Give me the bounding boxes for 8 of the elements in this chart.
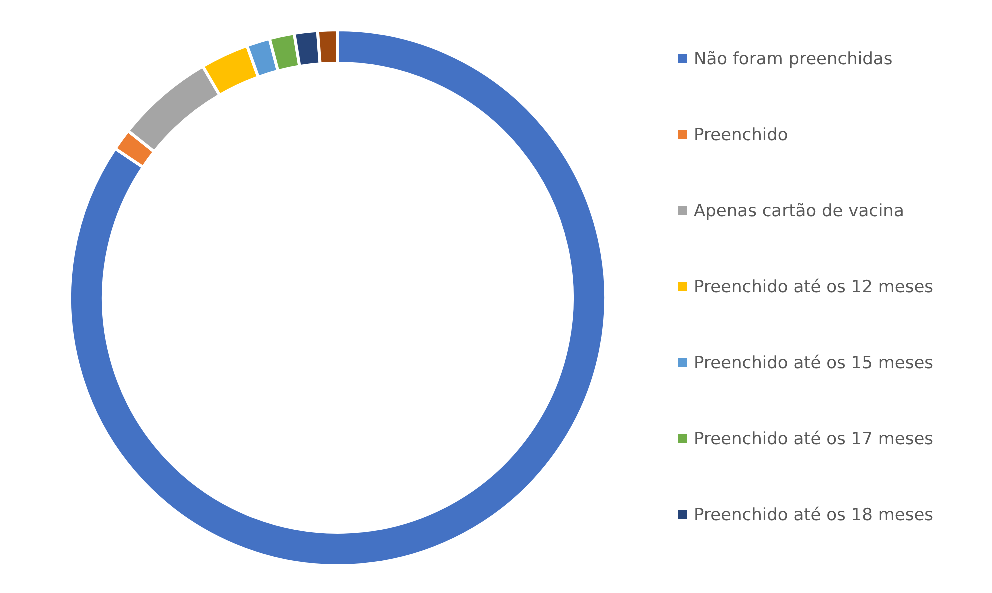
legend-label: Preenchido até os 18 meses [694,506,934,526]
legend-label: Não foram preenchidas [694,50,893,70]
legend-label: Preenchido até os 12 meses [694,278,934,298]
legend-label: Preenchido até os 15 meses [694,354,934,374]
legend-label: Apenas cartão de vacina [694,202,904,222]
donut-slice [68,28,608,568]
legend-label: Preenchido até os 17 meses [694,430,934,450]
legend-label: Preenchido [694,126,788,146]
